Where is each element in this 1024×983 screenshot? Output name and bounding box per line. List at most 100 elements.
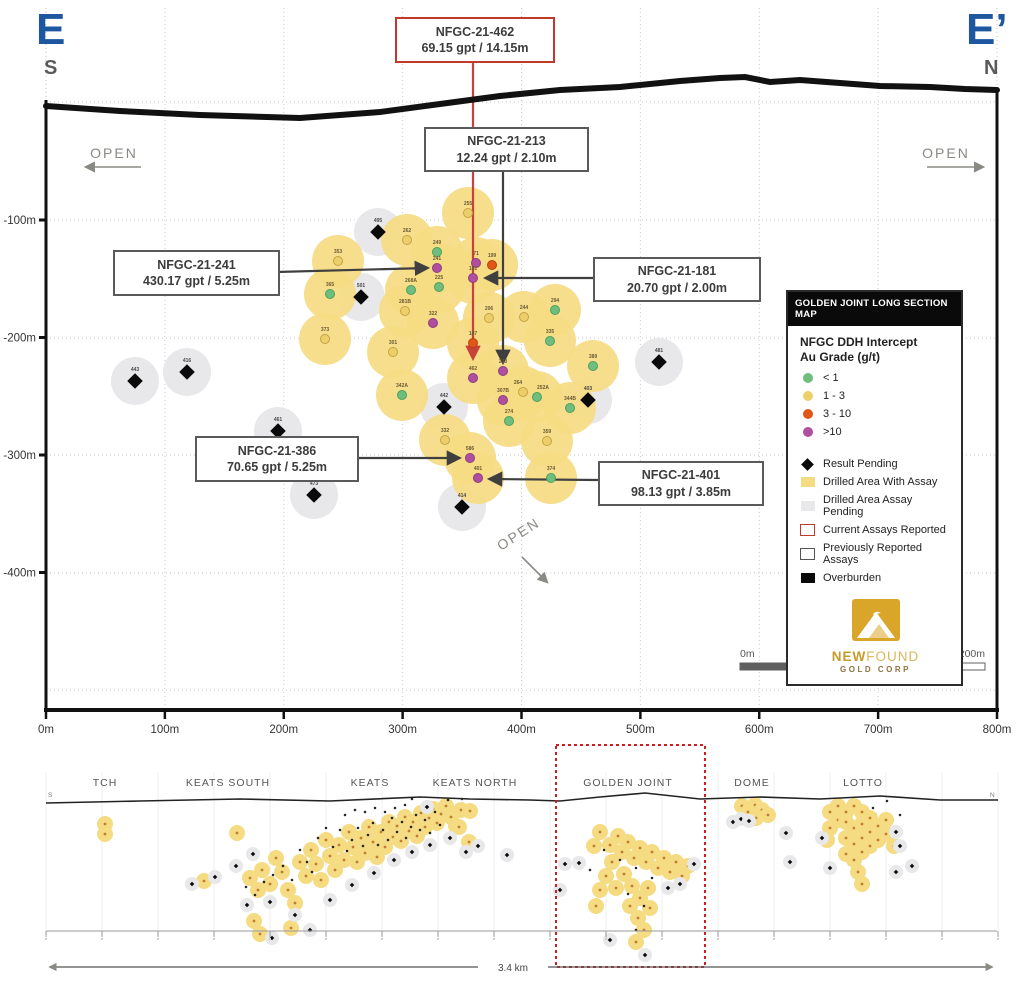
grade-dot [468, 373, 478, 383]
drill-point-label: 281B [399, 299, 411, 305]
drill-point-label: 187 [469, 331, 478, 337]
overview-collar-speck [381, 828, 385, 832]
overview-intercept-speck [868, 830, 872, 834]
drill-point-264: 264 [514, 380, 528, 397]
grade-dot-icon [800, 391, 815, 401]
drill-point-layer: 255 495 262 249 353 241 71 199 181 365 501 268A 225 2… [127, 201, 667, 515]
result-pending-diamond [127, 373, 143, 389]
drill-point-401: 401 [473, 466, 483, 483]
open-label: OPEN [90, 145, 138, 161]
open-annotation: OPEN [83, 145, 141, 173]
overview-intercept-speck [375, 855, 379, 859]
overview-map-layer: TCH KEATS SOUTH KEATS KEATS NORTH GOLDEN JOI… [45, 744, 999, 974]
overview-intercept-speck [852, 826, 856, 830]
overview-pending-diamond [893, 869, 899, 875]
callout-leader-241 [275, 260, 431, 277]
overview-pending-diamond [897, 843, 903, 849]
zone-label-golden-joint: GOLDEN JOINT [583, 777, 673, 789]
overview-pending-diamond [730, 819, 736, 825]
legend-class-item: Result Pending [800, 457, 951, 471]
grade-dot [428, 318, 438, 328]
grade-dot [545, 336, 555, 346]
overview-pending-diamond [909, 863, 915, 869]
drill-point-71: 71 [471, 251, 481, 268]
zone-label-tch: TCH [93, 777, 118, 789]
overview-intercept-speck [298, 860, 302, 864]
drill-point-label: 264 [514, 380, 523, 386]
grade-dot [565, 403, 575, 413]
drill-point-244: 244 [519, 305, 529, 322]
overview-collar-speck [428, 831, 432, 835]
drill-point-label: 353 [334, 249, 343, 255]
overview-intercept-speck [444, 804, 448, 808]
overview-intercept-speck [638, 896, 642, 900]
drill-point-label: 262 [403, 228, 412, 234]
overview-intercept-speck [630, 884, 634, 888]
overview-intercept-speck [248, 876, 252, 880]
drill-point-label: 342A [396, 383, 408, 389]
overview-collar-speck [642, 904, 646, 908]
logo-found: FOUND [866, 649, 920, 664]
overview-intercept-speck [632, 856, 636, 860]
drill-point-label: 461 [274, 417, 283, 423]
drill-point-label: 443 [131, 367, 140, 373]
overview-intercept-speck [836, 804, 840, 808]
legend-class-item: Previously Reported Assays [800, 542, 951, 566]
overview-intercept-speck [594, 904, 598, 908]
legend-grade-item: < 1 [800, 372, 951, 384]
drill-point-586: 586 [465, 446, 475, 463]
legend-subtitle-line2: Au Grade (g/t) [800, 350, 880, 364]
callout-hole-id: NFGC-21-462 [435, 24, 515, 39]
overview-intercept-speck [616, 834, 620, 838]
grade-dot-icon [800, 373, 815, 383]
overview-intercept-speck [435, 821, 439, 825]
overview-pending-diamond [665, 885, 671, 891]
overview-collar-speck [366, 833, 370, 837]
overview-n-label: N [990, 792, 995, 799]
overview-collar-speck [446, 798, 450, 802]
overview-pending-diamond [409, 849, 415, 855]
overview-pending-diamond [677, 881, 683, 887]
grade-dot [463, 208, 473, 218]
overview-pending-diamond [893, 829, 899, 835]
grade-dot-icon [800, 427, 815, 437]
x-tick-label: 700m [864, 724, 893, 736]
y-tick-label: -400m [3, 568, 36, 580]
drill-point-label: 244 [520, 305, 529, 311]
overview-intercept-speck [860, 810, 864, 814]
overview-intercept-speck [884, 818, 888, 822]
overview-pending-diamond [475, 843, 481, 849]
overview-intercept-speck [449, 815, 453, 819]
callout-intercept: 20.70 gpt / 2.00m [626, 280, 728, 295]
overview-intercept-speck [351, 845, 355, 849]
overview-collar-speck [338, 828, 342, 832]
overview-intercept-speck [598, 888, 602, 892]
overview-intercept-speck [367, 825, 371, 829]
grade-dot [406, 285, 416, 295]
drill-point-label: 586 [466, 446, 475, 452]
overview-collar-speck [650, 876, 654, 880]
legend-grade-label: 3 - 10 [823, 408, 852, 420]
overview-collar-speck [363, 810, 367, 814]
drill-point-462: 462 [468, 366, 478, 383]
overview-intercept-speck [884, 832, 888, 836]
overview-intercept-speck [411, 820, 415, 824]
drill-point-label: 373 [321, 327, 330, 333]
logo-new: NEW [831, 649, 867, 664]
grade-dot [468, 338, 478, 348]
grade-dot [320, 334, 330, 344]
grade-dot [434, 282, 444, 292]
drill-point-353: 353 [333, 249, 343, 266]
overview-collar-speck [331, 845, 335, 849]
overview-pending-diamond [424, 804, 430, 810]
overview-intercept-speck [468, 809, 472, 813]
overview-intercept-speck [668, 870, 672, 874]
overview-intercept-speck [252, 919, 256, 923]
drill-point-label: 274 [505, 409, 514, 415]
drilled-area-layer [111, 187, 683, 531]
overview-intercept-speck [459, 808, 463, 812]
overview-intercept-speck [399, 839, 403, 843]
callout-hole-id: NFGC-21-386 [237, 443, 317, 458]
overview-intercept-speck [467, 840, 471, 844]
overview-intercept-speck [610, 860, 614, 864]
